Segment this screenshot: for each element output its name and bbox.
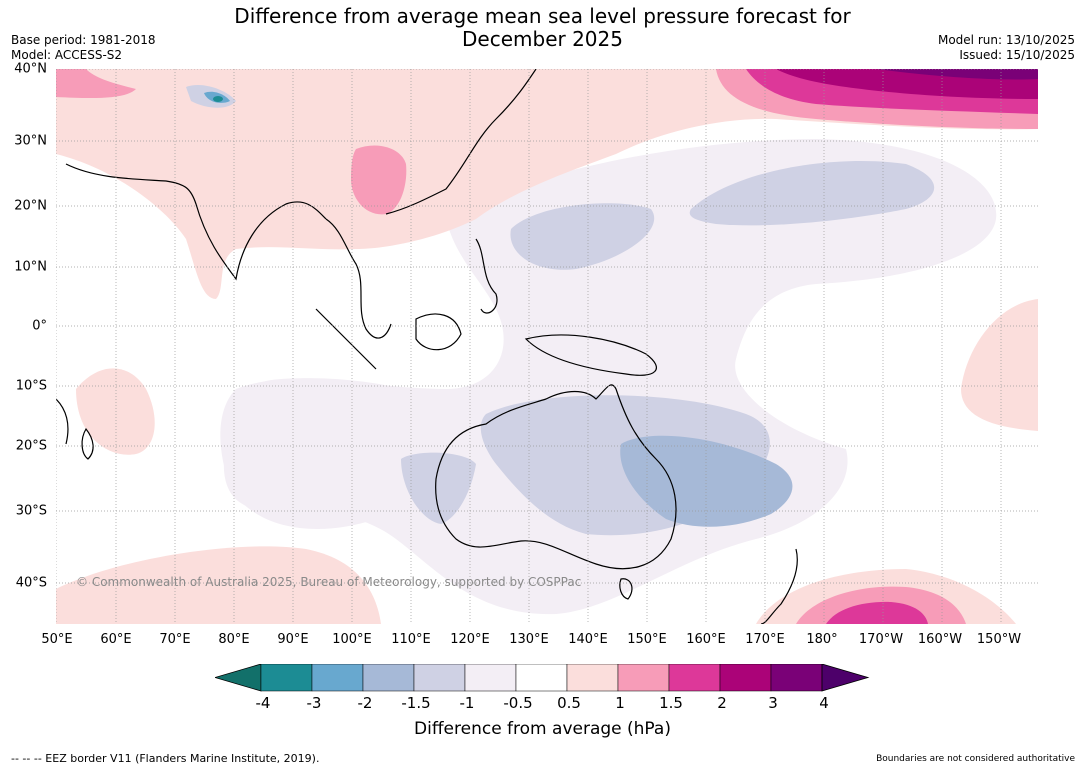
pressure-map (56, 69, 1038, 624)
colorbar-swatch (362, 664, 415, 692)
x-tick-label: 50°E (41, 632, 73, 647)
issued-date: Issued: 15/10/2025 (959, 48, 1075, 62)
colorbar-tick: 1 (615, 694, 625, 712)
title-line-2: December 2025 (462, 27, 623, 51)
colorbar-swatches (215, 664, 870, 692)
y-tick-label: 0° (32, 318, 47, 334)
meta-right: Model run: 13/10/2025 Issued: 15/10/2025 (938, 33, 1075, 63)
colorbar-extend-low (215, 664, 262, 692)
coastline-india (65, 163, 327, 281)
x-tick-label: 150°E (627, 632, 667, 647)
colorbar-tick: -0.5 (503, 694, 533, 712)
x-tick-label: 160°E (686, 632, 726, 647)
model-name: Model: ACCESS-S2 (11, 48, 123, 62)
colorbar-tick: 1.5 (659, 694, 683, 712)
colorbar-tick: -1 (459, 694, 475, 712)
anomaly-region-negative-north-pacific (689, 161, 935, 226)
colorbar-tick: 0.5 (557, 694, 581, 712)
x-tick-label: 140°E (568, 632, 608, 647)
anomaly-region-light-negative-indian-ocean (220, 378, 443, 529)
x-tick-label: 60°E (100, 632, 132, 647)
x-tick-label: 90°E (277, 632, 309, 647)
meta-left: Base period: 1981-2018 Model: ACCESS-S2 (11, 33, 156, 63)
anomaly-region-extreme-negative-tibet (213, 96, 223, 102)
colorbar-swatch (311, 664, 364, 692)
coastline-new-zealand (760, 548, 798, 624)
boundary-disclaimer: Boundaries are not considered authoritat… (876, 754, 1075, 764)
colorbar-swatch (617, 664, 670, 692)
coastline-philippines (475, 238, 498, 314)
colorbar-tick: -1.5 (401, 694, 431, 712)
coastline-indochina (325, 218, 392, 339)
x-tick-label: 170°W (858, 632, 904, 647)
colorbar-swatch (668, 664, 721, 692)
coastlines (56, 69, 798, 624)
y-tick-label: 10°N (14, 259, 47, 275)
copyright-notice: © Commonwealth of Australia 2025, Bureau… (76, 575, 582, 589)
anomaly-region-positive-south-west (56, 546, 381, 624)
colorbar-swatch (719, 664, 772, 692)
y-tick-label: 30°N (14, 133, 47, 149)
anomaly-region-extreme-north-pacific (876, 69, 1038, 80)
y-tick-label: 10°S (15, 378, 47, 394)
anomaly-region-negative-west-pacific (510, 203, 655, 270)
coastline-australia (435, 384, 677, 570)
anomaly-region-positive-china (351, 145, 407, 215)
y-tick-label: 40°S (15, 575, 47, 591)
colorbar-swatch (515, 664, 568, 692)
x-tick-label: 130°E (509, 632, 549, 647)
x-tick-label: 110°E (391, 632, 431, 647)
coastline-china (385, 69, 537, 215)
anomaly-region-positive-madagascar (76, 368, 155, 455)
x-tick-label: 180° (806, 632, 838, 647)
colorbar-tick: -2 (357, 694, 373, 712)
anomaly-region-high-south-tasman (826, 601, 928, 624)
coastline-africa (56, 398, 69, 445)
anomaly-region-strong-negative-coral-sea (620, 435, 793, 527)
coastline-new-guinea (524, 334, 657, 376)
colorbar-extend-high (821, 664, 870, 692)
coastline-borneo (415, 313, 462, 351)
x-tick-label: 80°E (218, 632, 250, 647)
coastline-tasmania (619, 578, 633, 600)
x-tick-label: 170°E (745, 632, 785, 647)
map-panel (56, 69, 1038, 624)
colorbar-tick: 4 (819, 694, 829, 712)
colorbar-tick: -4 (255, 694, 271, 712)
x-tick-label: 150°W (976, 632, 1022, 647)
colorbar-swatch (413, 664, 466, 692)
model-run: Model run: 13/10/2025 (937, 33, 1075, 47)
colorbar-swatch (770, 664, 823, 692)
x-tick-label: 70°E (159, 632, 191, 647)
colorbar-tick: -3 (306, 694, 322, 712)
coastline-sumatra (315, 308, 377, 370)
colorbar-tick: 3 (768, 694, 778, 712)
anomaly-region-positive-east-pacific (961, 299, 1038, 431)
colorbar-swatch (464, 664, 517, 692)
map-title: Difference from average mean sea level p… (0, 5, 1085, 51)
x-tick-label: 160°W (917, 632, 963, 647)
colorbar-tick: 2 (717, 694, 727, 712)
y-tick-label: 20°S (15, 438, 47, 454)
x-tick-label: 120°E (450, 632, 490, 647)
graticule (56, 69, 1038, 624)
colorbar-swatch (566, 664, 619, 692)
y-tick-label: 30°S (15, 503, 47, 519)
colorbar (215, 664, 870, 692)
title-line-1: Difference from average mean sea level p… (234, 4, 851, 28)
coastline-madagascar (81, 427, 94, 460)
x-tick-label: 100°E (332, 632, 372, 647)
eez-border-note: -- -- -- EEZ border V11 (Flanders Marine… (11, 752, 320, 765)
y-tick-label: 40°N (14, 61, 47, 77)
anomaly-region-positive-asia (56, 69, 1038, 299)
colorbar-label: Difference from average (hPa) (414, 719, 671, 739)
base-period: Base period: 1981-2018 (11, 33, 156, 47)
y-tick-label: 20°N (14, 198, 47, 214)
colorbar-swatch (260, 664, 313, 692)
